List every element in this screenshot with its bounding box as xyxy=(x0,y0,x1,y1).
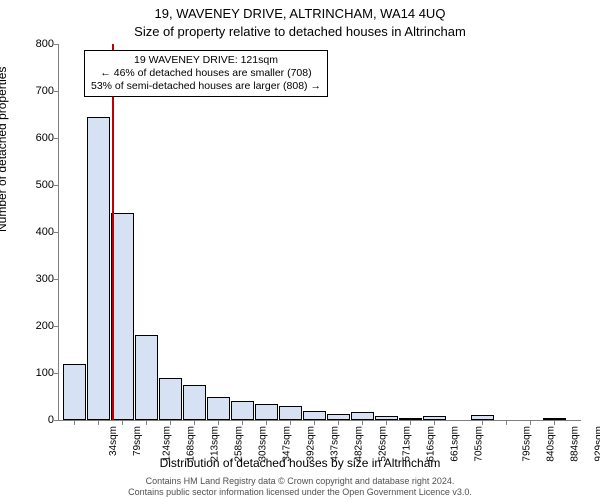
x-tick-mark xyxy=(266,421,267,425)
x-tick-label: 392sqm xyxy=(305,426,316,462)
x-tick-mark xyxy=(290,421,291,425)
x-tick-label: 303sqm xyxy=(257,426,268,462)
y-tick-label: 200 xyxy=(14,320,54,332)
annotation-line2: ← 46% of detached houses are smaller (70… xyxy=(91,67,321,80)
histogram-bar xyxy=(471,415,494,420)
x-tick-mark xyxy=(386,421,387,425)
y-tick-mark xyxy=(54,185,58,186)
y-tick-label: 0 xyxy=(14,414,54,426)
x-tick-mark xyxy=(434,421,435,425)
chart-container: { "title_line1": "19, WAVENEY DRIVE, ALT… xyxy=(0,0,600,500)
y-tick-mark xyxy=(54,138,58,139)
x-tick-mark xyxy=(506,421,507,425)
y-tick-mark xyxy=(54,279,58,280)
histogram-bar xyxy=(327,414,350,420)
histogram-bar xyxy=(351,412,374,420)
x-tick-label: 571sqm xyxy=(401,426,412,462)
x-tick-mark xyxy=(530,421,531,425)
y-tick-mark xyxy=(54,44,58,45)
histogram-bar xyxy=(423,416,446,420)
x-tick-mark xyxy=(362,421,363,425)
x-tick-mark xyxy=(242,421,243,425)
histogram-bar xyxy=(543,418,566,420)
x-tick-mark xyxy=(554,421,555,425)
histogram-bar xyxy=(111,213,134,420)
annotation-box: 19 WAVENEY DRIVE: 121sqm ← 46% of detach… xyxy=(84,50,328,97)
y-tick-mark xyxy=(54,232,58,233)
x-tick-mark xyxy=(122,421,123,425)
x-tick-mark xyxy=(482,421,483,425)
subject-marker-line xyxy=(112,44,114,420)
chart-subtitle: Size of property relative to detached ho… xyxy=(0,24,600,39)
y-tick-mark xyxy=(54,373,58,374)
x-tick-label: 437sqm xyxy=(329,426,340,462)
annotation-line1: 19 WAVENEY DRIVE: 121sqm xyxy=(91,54,321,67)
x-tick-label: 661sqm xyxy=(449,426,460,462)
y-axis-label: Number of detached properties xyxy=(0,67,9,232)
x-tick-label: 258sqm xyxy=(233,426,244,462)
histogram-bar xyxy=(399,418,422,420)
footer-line1: Contains HM Land Registry data © Crown c… xyxy=(0,476,600,487)
y-tick-label: 400 xyxy=(14,226,54,238)
x-tick-mark xyxy=(338,421,339,425)
x-tick-mark xyxy=(170,421,171,425)
page-title: 19, WAVENEY DRIVE, ALTRINCHAM, WA14 4UQ xyxy=(0,6,600,21)
histogram-bar xyxy=(159,378,182,420)
x-tick-mark xyxy=(98,421,99,425)
y-tick-mark xyxy=(54,91,58,92)
x-tick-label: 884sqm xyxy=(569,426,580,462)
x-tick-mark xyxy=(74,421,75,425)
x-tick-label: 482sqm xyxy=(353,426,364,462)
x-tick-mark xyxy=(314,421,315,425)
histogram-bar xyxy=(183,385,206,420)
x-tick-label: 840sqm xyxy=(545,426,556,462)
histogram-bar xyxy=(279,406,302,420)
histogram-bar xyxy=(231,401,254,420)
x-tick-label: 526sqm xyxy=(377,426,388,462)
histogram-bar xyxy=(375,416,398,420)
x-tick-label: 616sqm xyxy=(425,426,436,462)
y-tick-label: 700 xyxy=(14,85,54,97)
y-tick-label: 300 xyxy=(14,273,54,285)
x-tick-mark xyxy=(218,421,219,425)
plot-area xyxy=(58,44,581,421)
y-tick-mark xyxy=(54,326,58,327)
histogram-bar xyxy=(207,397,230,421)
y-tick-label: 800 xyxy=(14,38,54,50)
x-tick-mark xyxy=(194,421,195,425)
x-tick-label: 929sqm xyxy=(593,426,600,462)
x-tick-label: 213sqm xyxy=(209,426,220,462)
x-axis-label: Distribution of detached houses by size … xyxy=(0,456,600,470)
x-tick-label: 34sqm xyxy=(108,426,119,456)
x-tick-label: 705sqm xyxy=(473,426,484,462)
x-tick-mark xyxy=(146,421,147,425)
footer-attribution: Contains HM Land Registry data © Crown c… xyxy=(0,476,600,498)
x-tick-label: 79sqm xyxy=(132,426,143,456)
y-tick-mark xyxy=(54,420,58,421)
x-tick-label: 168sqm xyxy=(185,426,196,462)
annotation-line3: 53% of semi-detached houses are larger (… xyxy=(91,80,321,93)
x-tick-label: 347sqm xyxy=(281,426,292,462)
histogram-bar xyxy=(63,364,86,420)
histogram-bar xyxy=(255,404,278,420)
histogram-bar xyxy=(135,335,158,420)
y-tick-label: 100 xyxy=(14,367,54,379)
histogram-bar xyxy=(87,117,110,420)
x-tick-label: 124sqm xyxy=(161,426,172,462)
y-tick-label: 500 xyxy=(14,179,54,191)
x-tick-mark xyxy=(410,421,411,425)
histogram-bar xyxy=(303,411,326,420)
bars-group xyxy=(59,44,581,420)
y-tick-label: 600 xyxy=(14,132,54,144)
footer-line2: Contains public sector information licen… xyxy=(0,487,600,498)
x-tick-label: 795sqm xyxy=(521,426,532,462)
